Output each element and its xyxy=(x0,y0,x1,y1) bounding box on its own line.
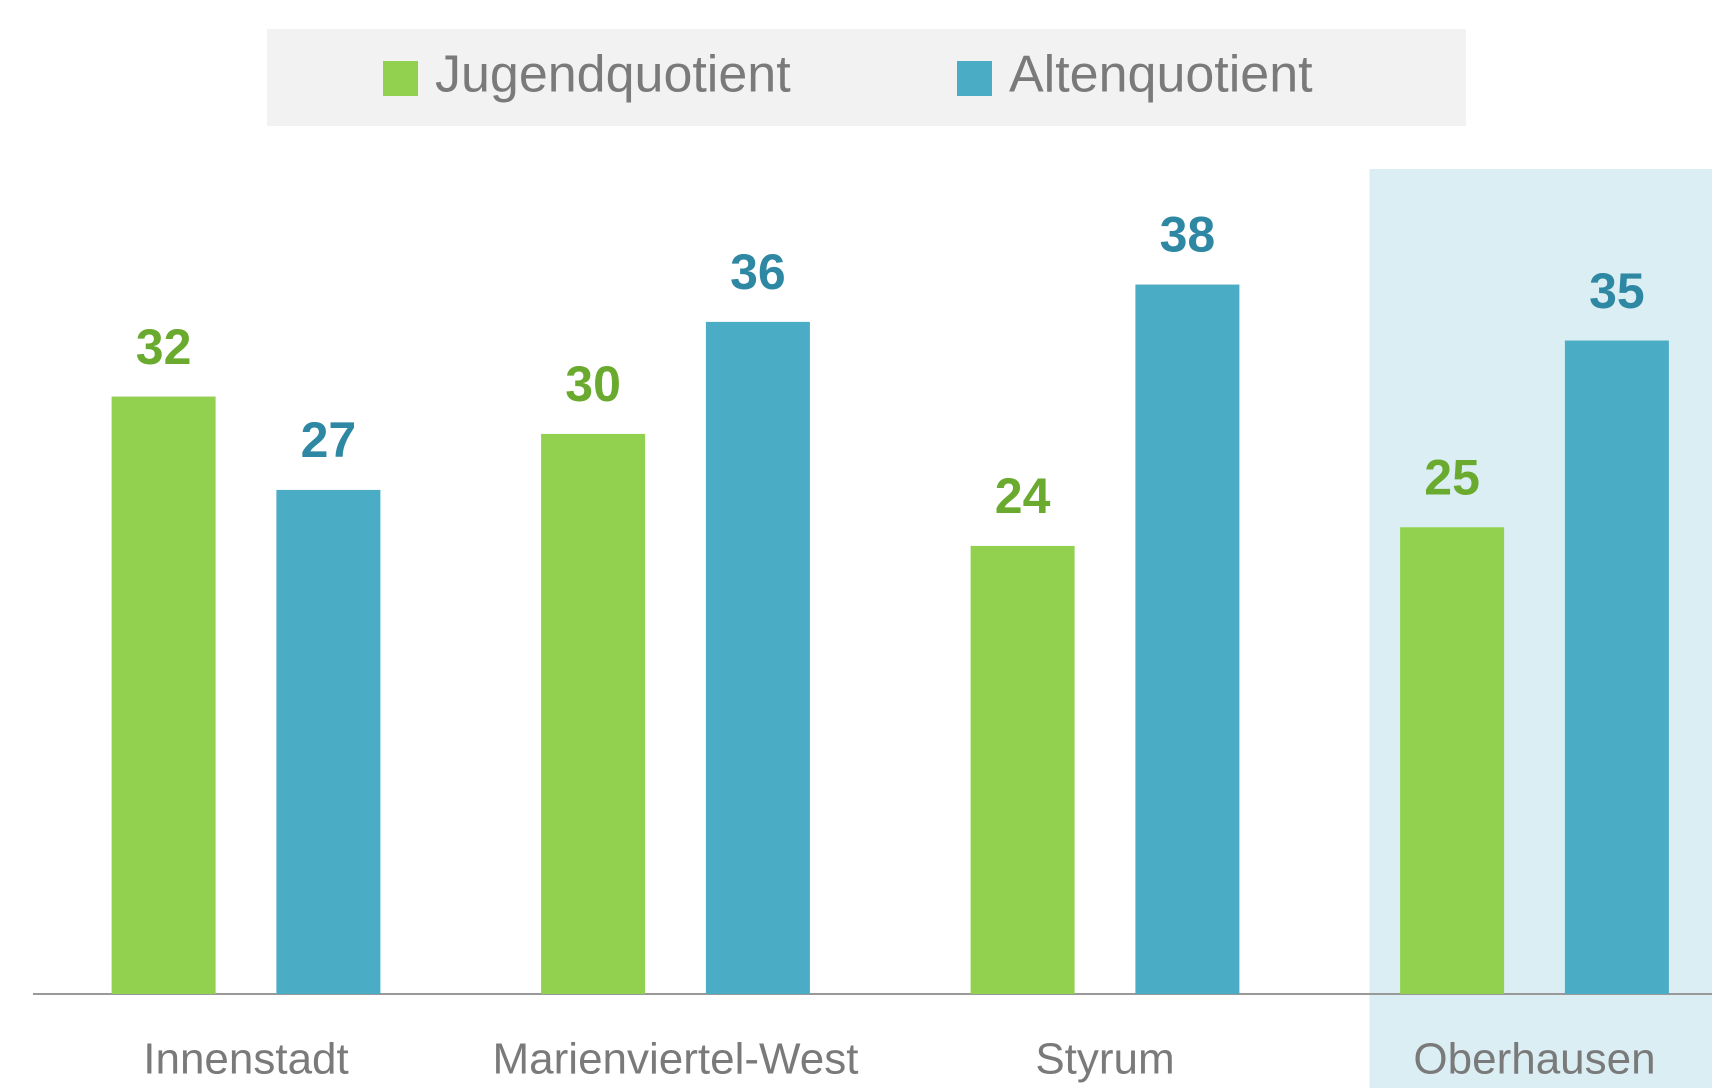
bar xyxy=(970,545,1075,994)
bar xyxy=(541,433,646,994)
value-label: 38 xyxy=(1160,207,1216,263)
value-label: 32 xyxy=(136,319,192,375)
x-tick-label: Marienviertel-West xyxy=(493,1035,859,1084)
bar xyxy=(276,489,381,994)
x-tick-label: Oberhausen xyxy=(1413,1035,1655,1084)
value-label: 35 xyxy=(1589,263,1645,319)
x-tick-label: Styrum xyxy=(1035,1035,1174,1084)
bar xyxy=(1135,284,1240,994)
value-label: 27 xyxy=(301,412,357,468)
bar xyxy=(1564,340,1669,994)
legend-swatch xyxy=(383,61,418,96)
value-label: 36 xyxy=(730,244,786,300)
legend-swatch xyxy=(957,61,992,96)
legend-label: Altenquotient xyxy=(1009,46,1313,104)
legend xyxy=(267,29,1466,126)
legend-label: Jugendquotient xyxy=(435,46,791,104)
bar xyxy=(1400,527,1505,994)
x-tick-label: Innenstadt xyxy=(143,1035,349,1084)
bar xyxy=(111,396,216,994)
bar xyxy=(705,321,810,994)
value-label: 25 xyxy=(1424,449,1480,505)
value-label: 30 xyxy=(565,356,621,412)
value-label: 24 xyxy=(995,468,1051,524)
